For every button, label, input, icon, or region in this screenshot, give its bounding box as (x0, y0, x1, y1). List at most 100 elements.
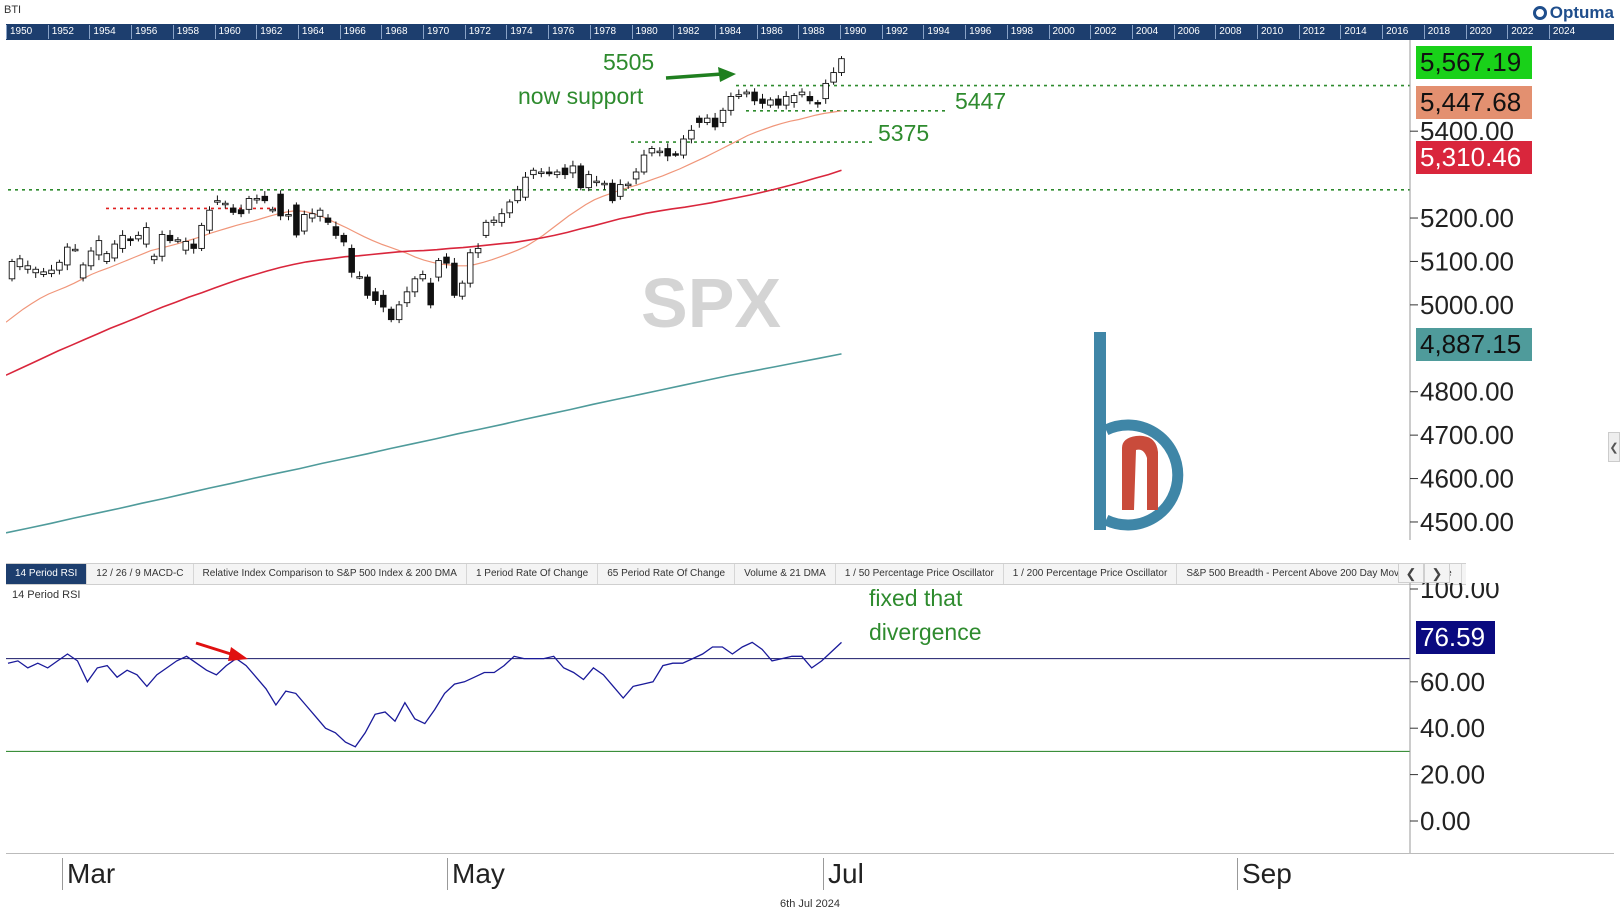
rsi-chart[interactable]: fixed that divergence 100.00 60.00 40.00 20.… (6, 583, 1616, 853)
candle-body (466, 252, 474, 284)
indicator-tab[interactable]: 65 Period Rate Of Change (598, 564, 736, 584)
timeline-year[interactable]: 1984 (714, 25, 741, 39)
indicator-tab[interactable]: 1 / 50 Percentage Price Oscillator (836, 564, 1004, 584)
candle-body (719, 109, 727, 123)
indicator-tab[interactable]: 14 Period RSI (6, 564, 88, 584)
optuma-logo: Optuma (1532, 3, 1614, 23)
timeline-year[interactable]: 2010 (1257, 25, 1283, 39)
timeline-year[interactable]: 2014 (1340, 25, 1367, 39)
timeline-year[interactable]: 2000 (1048, 25, 1075, 39)
candle-body (617, 184, 624, 197)
timeline-year[interactable]: 1972 (464, 25, 491, 39)
timeline-year[interactable]: 1960 (214, 25, 241, 39)
timeline-year[interactable]: 1996 (965, 25, 991, 39)
timeline-year[interactable]: 1962 (256, 25, 282, 39)
timeline-year[interactable]: 1956 (131, 25, 157, 39)
rsi-axis[interactable]: 100.00 60.00 40.00 20.00 0.00 (1409, 583, 1500, 853)
timeline-year[interactable]: 1988 (798, 25, 825, 39)
timeline-year[interactable]: 1954 (89, 25, 116, 39)
timeline-year[interactable]: 1950 (6, 25, 32, 39)
indicator-tab[interactable]: S&P 500 Breadth - Percent Above 200 Day … (1177, 564, 1462, 584)
price-badge-bg (1416, 86, 1532, 119)
timeline-year[interactable]: 1958 (172, 25, 199, 39)
chevron-left-icon[interactable]: ❮ (1398, 563, 1424, 583)
annotations: 5505 now support 5447 5375 (518, 49, 1006, 146)
indicator-tab[interactable]: Relative Index Comparison to S&P 500 Ind… (194, 564, 467, 584)
timeline-year[interactable]: 1976 (548, 25, 574, 39)
candle-body (380, 294, 387, 308)
candle-body (601, 182, 608, 186)
timeline-year[interactable]: 1974 (506, 25, 533, 39)
rsi-badge-label: 76.59 (1420, 622, 1485, 652)
candle-body (593, 180, 600, 184)
timeline-year[interactable]: 1994 (923, 25, 950, 39)
timeline-year[interactable]: 1970 (423, 25, 449, 39)
timeline-year[interactable]: 2016 (1382, 25, 1408, 39)
timeline-year[interactable]: 2008 (1215, 25, 1242, 39)
timeline-year[interactable]: 1986 (756, 25, 783, 39)
timeline-year[interactable]: 2024 (1548, 25, 1575, 39)
y-tick-label: 5100.00 (1420, 246, 1514, 276)
chart-annotation: 5447 (955, 88, 1006, 114)
chevron-left-icon[interactable]: ❮ (1608, 432, 1620, 462)
timeline-year[interactable]: 1968 (381, 25, 408, 39)
candle-body (285, 214, 292, 217)
timeline-year[interactable]: 1990 (840, 25, 866, 39)
timeline-year[interactable]: 2002 (1090, 25, 1116, 39)
rsi-annotations: fixed that divergence (195, 585, 982, 661)
x-month-label: Jul (823, 858, 864, 890)
timeline-year[interactable]: 1980 (631, 25, 658, 39)
candle-body (727, 95, 735, 111)
y-tick-label: 4800.00 (1420, 377, 1514, 407)
rsi-annotation: divergence (869, 619, 982, 645)
x-month-label: Sep (1237, 858, 1292, 890)
timeline-year[interactable]: 2006 (1173, 25, 1200, 39)
ma-line (6, 110, 842, 323)
rsi-line (7, 641, 842, 748)
date-axis[interactable]: Mar May Jul Sep (6, 853, 1614, 892)
y-tick-label: 4500.00 (1420, 507, 1514, 537)
timeline-year[interactable]: 1992 (881, 25, 908, 39)
timeline-year[interactable]: 2022 (1507, 25, 1533, 39)
indicator-tabs: 14 Period RSI 12 / 26 / 9 MACD-C Relative … (6, 563, 1466, 585)
timeline-year[interactable]: 1982 (673, 25, 699, 39)
candle-body (814, 102, 822, 105)
candle-body (237, 209, 245, 215)
timeline-year[interactable]: 1964 (297, 25, 324, 39)
candle-body (411, 278, 419, 293)
timeline-year[interactable]: 2004 (1131, 25, 1158, 39)
price-axis[interactable]: 5400.005200.005100.005000.004800.004700.… (1409, 40, 1514, 540)
rsi-annotation: fixed that (869, 585, 963, 611)
candle-body (190, 243, 197, 249)
bh-logo-stem (1094, 332, 1106, 530)
timeline-year[interactable]: 1966 (339, 25, 366, 39)
y-tick-label: 4600.00 (1420, 464, 1514, 494)
bh-logo (1094, 332, 1184, 531)
timeline-year[interactable]: 2018 (1423, 25, 1450, 39)
candle-body (316, 209, 324, 217)
candle-body (530, 169, 537, 176)
y-tick-label: 5200.00 (1420, 203, 1514, 233)
indicator-tab[interactable]: Volume & 21 DMA (735, 564, 836, 584)
indicator-tab[interactable]: 12 / 26 / 9 MACD-C (87, 564, 194, 584)
level-lines (8, 84, 1410, 210)
timeline-year[interactable]: 1952 (47, 25, 74, 39)
candle-body (111, 243, 118, 259)
chart-annotation: now support (518, 83, 644, 109)
candle-body (427, 282, 434, 306)
indicator-tab[interactable]: 1 / 200 Percentage Price Oscillator (1004, 564, 1178, 584)
timeline-year[interactable]: 1978 (589, 25, 616, 39)
candle-body (387, 308, 395, 321)
year-timeline[interactable]: 1950 1952 1954 1956 1958 1960 1962 1964 1966 1968… (6, 24, 1614, 40)
candle-body (759, 98, 766, 104)
chevron-right-icon[interactable]: ❯ (1424, 563, 1450, 583)
timeline-year[interactable]: 1998 (1006, 25, 1033, 39)
annotation-arrow-head (718, 67, 736, 82)
candle-body (459, 282, 466, 297)
timeline-year[interactable]: 2012 (1298, 25, 1325, 39)
indicator-tab[interactable]: 1 A... (1462, 564, 1466, 584)
timeline-year[interactable]: 2020 (1465, 25, 1492, 39)
indicator-tab[interactable]: 1 Period Rate Of Change (467, 564, 599, 584)
